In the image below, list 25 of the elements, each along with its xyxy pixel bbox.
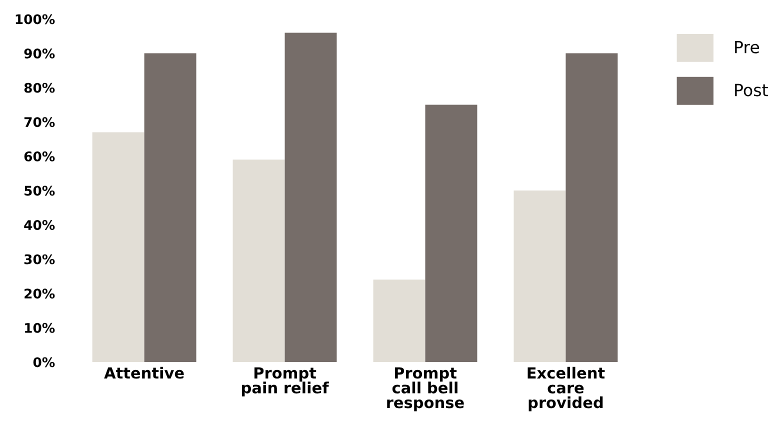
y-tick-label: 30%: [24, 254, 55, 264]
y-tick-label: 20%: [24, 288, 55, 299]
y-tick-label: 50%: [24, 186, 55, 196]
legend-label: Pre: [735, 41, 760, 54]
x-tick-label: Prompt pain relief: [242, 367, 329, 396]
legend-label: Post: [735, 84, 768, 96]
y-tick-label: 40%: [24, 220, 55, 230]
x-tick-label: Excellent care provided: [528, 366, 605, 412]
y-tick-label: 100%: [16, 14, 55, 24]
bar: [514, 190, 566, 362]
x-tick-label: Attentive: [104, 366, 184, 379]
y-tick-label: 10%: [25, 322, 55, 333]
y-tick-label: 0%: [33, 357, 55, 368]
bar: [232, 160, 285, 362]
bar: [425, 104, 478, 362]
bar: [144, 53, 196, 362]
bar: [373, 280, 426, 362]
bar: [92, 132, 144, 362]
bar: [284, 32, 337, 362]
bar: [566, 53, 618, 362]
x-tick-label: Prompt call bell response: [387, 367, 464, 412]
y-tick-label: 80%: [24, 82, 55, 93]
y-tick-label: 70%: [24, 117, 55, 128]
y-tick-label: 90%: [24, 48, 55, 58]
y-tick-label: 60%: [24, 151, 55, 162]
